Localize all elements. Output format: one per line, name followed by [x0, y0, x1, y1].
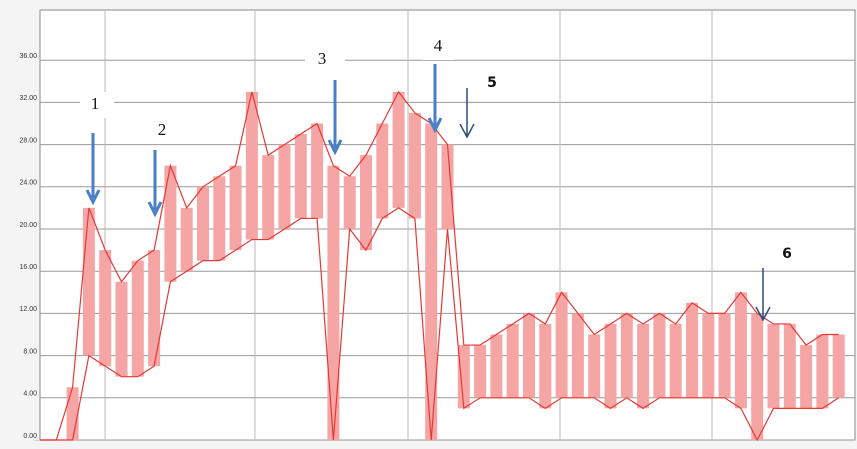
- band-segment: [832, 334, 845, 398]
- band-segment: [686, 302, 698, 398]
- annotation-bg: [305, 47, 345, 73]
- band-segment: [180, 207, 193, 272]
- band-segment: [816, 334, 829, 409]
- arrow: [427, 64, 443, 134]
- y-tick-label: 28.00: [19, 137, 37, 144]
- band-segment: [734, 292, 747, 409]
- band-segment: [376, 123, 389, 219]
- band-segment: [360, 155, 372, 251]
- band-segment: [555, 292, 568, 398]
- y-tick-label: 16.00: [19, 264, 37, 271]
- y-tick-label: 20.00: [19, 222, 37, 229]
- annotation: 3: [318, 49, 327, 68]
- y-tick-label: 8.00: [23, 348, 37, 355]
- band-segment: [408, 112, 421, 219]
- band-segment: [571, 313, 584, 398]
- arrow: [85, 133, 101, 206]
- band-segment: [425, 123, 438, 440]
- band-segment: [164, 165, 177, 282]
- annotation: 1: [91, 94, 100, 113]
- band-segment: [99, 250, 112, 367]
- band-segment: [229, 165, 242, 251]
- y-tick-label: 12.00: [19, 306, 37, 313]
- band-segment: [115, 281, 128, 377]
- band-segment: [490, 334, 503, 398]
- band-segment: [148, 250, 161, 367]
- annotation: 5: [487, 75, 497, 91]
- band-segment: [213, 176, 226, 261]
- y-tick-label: 36.00: [19, 53, 37, 60]
- annotation-bg: [80, 92, 114, 118]
- annotation-bg: [148, 118, 178, 144]
- series-line: [40, 90, 839, 441]
- band-segment: [197, 186, 209, 261]
- band-segment: [800, 345, 813, 409]
- band-segment: [539, 323, 552, 409]
- annotation: 2: [158, 120, 167, 139]
- band-segment: [82, 207, 95, 356]
- band-segment: [245, 91, 258, 240]
- band-segment: [767, 323, 780, 409]
- band-segment: [669, 323, 682, 398]
- annotations: 1 2 3 4 5 6: [80, 34, 792, 322]
- annotation: 4: [434, 36, 443, 55]
- band-segment: [718, 313, 731, 398]
- arrow: [147, 150, 163, 218]
- y-tick-label: 4.00: [23, 391, 37, 398]
- series-line: [40, 207, 840, 442]
- band-segment: [604, 323, 617, 409]
- band-segment: [441, 144, 454, 229]
- band-segment: [506, 323, 519, 398]
- arrow: [327, 80, 343, 156]
- band-segment: [131, 260, 144, 377]
- y-tick-label: 24.00: [19, 180, 37, 187]
- band-segment: [262, 155, 275, 240]
- arrow: [755, 268, 771, 322]
- band-segment: [278, 144, 291, 229]
- annotation: 6: [782, 246, 792, 262]
- band-segment: [523, 313, 535, 398]
- arrow: [459, 88, 475, 139]
- y-tick-label: 0.00: [23, 433, 37, 440]
- band-segment: [620, 313, 633, 398]
- y-tick-label: 32.00: [19, 95, 37, 102]
- band-segment: [637, 323, 650, 409]
- annotation-bg: [422, 34, 454, 60]
- band-segment: [653, 313, 666, 398]
- band-segment: [294, 134, 307, 219]
- band-segment: [702, 313, 715, 398]
- marks: [34, 90, 845, 442]
- band-segment: [474, 345, 487, 398]
- band-segment: [343, 176, 356, 229]
- band-segment: [392, 91, 405, 208]
- band-segment: [66, 387, 79, 440]
- band-segment: [783, 323, 796, 409]
- band-segment: [311, 123, 324, 219]
- band-segment: [751, 313, 764, 440]
- band-segment: [327, 165, 340, 440]
- band-segment: [457, 345, 470, 409]
- band-segment: [588, 334, 601, 398]
